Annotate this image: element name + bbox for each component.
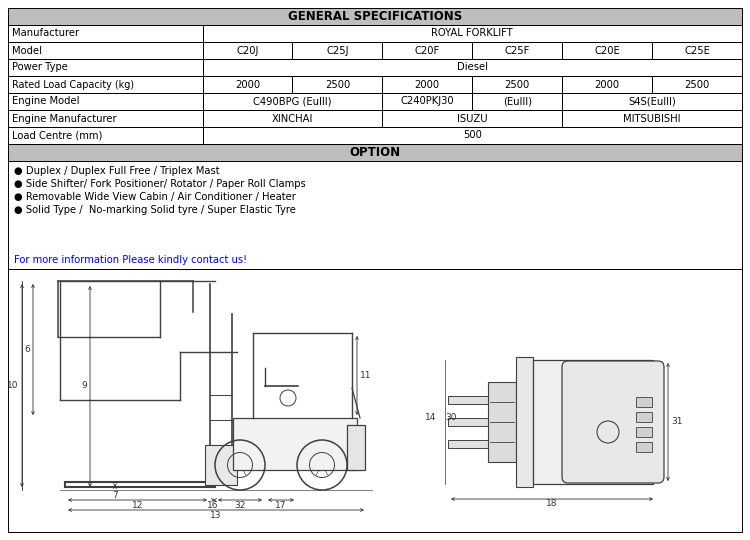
Bar — [8, 42, 202, 59]
Text: Power Type: Power Type — [12, 63, 68, 72]
Text: 16: 16 — [207, 501, 218, 510]
Bar — [347, 425, 365, 470]
Text: 18: 18 — [546, 500, 558, 509]
Text: C20J: C20J — [236, 45, 259, 56]
Text: C20F: C20F — [415, 45, 440, 56]
Text: Rated Load Capacity (kg): Rated Load Capacity (kg) — [12, 79, 134, 90]
Bar — [8, 269, 742, 532]
Bar — [202, 93, 382, 110]
Bar — [562, 76, 652, 93]
Text: C20E: C20E — [594, 45, 620, 56]
Bar — [533, 360, 653, 484]
Bar — [202, 59, 742, 76]
Bar — [202, 110, 382, 127]
Text: 9: 9 — [81, 381, 87, 390]
Text: 10: 10 — [7, 381, 18, 390]
Text: 2000: 2000 — [415, 79, 440, 90]
Bar — [8, 93, 202, 110]
Bar — [472, 76, 562, 93]
Bar — [233, 418, 357, 470]
Text: 7: 7 — [112, 490, 118, 500]
Text: 500: 500 — [463, 131, 482, 140]
Text: ● Solid Type /  No-marking Solid tyre / Super Elastic Tyre: ● Solid Type / No-marking Solid tyre / S… — [14, 205, 296, 215]
Text: For more information Please kindly contact us!: For more information Please kindly conta… — [14, 255, 248, 265]
Bar — [448, 440, 488, 448]
Bar — [202, 25, 742, 42]
Bar — [382, 42, 472, 59]
Bar — [636, 427, 652, 437]
Text: ROYAL FORKLIFT: ROYAL FORKLIFT — [431, 29, 513, 38]
Bar — [382, 93, 472, 110]
Bar — [8, 127, 202, 144]
Bar — [516, 357, 533, 487]
Bar — [382, 76, 472, 93]
Bar — [488, 382, 516, 462]
Bar — [448, 418, 488, 426]
Text: GENERAL SPECIFICATIONS: GENERAL SPECIFICATIONS — [288, 10, 462, 23]
Bar — [562, 93, 742, 110]
Text: ● Duplex / Duplex Full Free / Triplex Mast: ● Duplex / Duplex Full Free / Triplex Ma… — [14, 166, 220, 176]
Bar — [8, 161, 742, 269]
Bar — [562, 42, 652, 59]
Text: OPTION: OPTION — [350, 146, 400, 159]
Text: C490BPG (EuIII): C490BPG (EuIII) — [254, 97, 332, 106]
Text: Engine Manufacturer: Engine Manufacturer — [12, 113, 117, 124]
Text: ● Side Shifter/ Fork Positioner/ Rotator / Paper Roll Clamps: ● Side Shifter/ Fork Positioner/ Rotator… — [14, 179, 306, 189]
Bar — [562, 110, 742, 127]
Bar — [202, 127, 742, 144]
Bar — [205, 445, 237, 485]
Bar — [652, 42, 742, 59]
Text: 12: 12 — [132, 501, 143, 510]
FancyBboxPatch shape — [562, 361, 664, 483]
Text: 14: 14 — [424, 413, 436, 422]
Bar — [202, 42, 292, 59]
Bar — [636, 442, 652, 452]
Text: XINCHAI: XINCHAI — [272, 113, 313, 124]
Bar — [472, 93, 562, 110]
Bar — [8, 110, 202, 127]
Text: C25J: C25J — [326, 45, 349, 56]
Text: C240PKJ30: C240PKJ30 — [400, 97, 454, 106]
Text: C25F: C25F — [505, 45, 530, 56]
Bar — [448, 396, 488, 404]
Bar — [636, 412, 652, 422]
Text: 2500: 2500 — [325, 79, 350, 90]
Bar — [292, 42, 382, 59]
Bar — [8, 59, 202, 76]
Bar — [652, 76, 742, 93]
Text: 11: 11 — [360, 371, 371, 380]
Bar — [202, 76, 292, 93]
Text: Manufacturer: Manufacturer — [12, 29, 80, 38]
Text: MITSUBISHI: MITSUBISHI — [623, 113, 681, 124]
Bar — [382, 110, 562, 127]
Bar — [636, 397, 652, 407]
Bar — [8, 25, 202, 42]
Text: 2500: 2500 — [505, 79, 530, 90]
Text: 2000: 2000 — [235, 79, 260, 90]
Text: 30: 30 — [445, 413, 457, 422]
Bar — [292, 76, 382, 93]
Text: 32: 32 — [234, 501, 246, 510]
Text: 2000: 2000 — [595, 79, 619, 90]
Bar — [8, 8, 742, 25]
Bar — [472, 42, 562, 59]
Text: 13: 13 — [210, 510, 222, 519]
Text: Load Centre (mm): Load Centre (mm) — [12, 131, 102, 140]
Text: Model: Model — [12, 45, 42, 56]
Bar — [8, 76, 202, 93]
Text: ISUZU: ISUZU — [457, 113, 488, 124]
Text: 2500: 2500 — [685, 79, 709, 90]
Text: ● Removable Wide View Cabin / Air Conditioner / Heater: ● Removable Wide View Cabin / Air Condit… — [14, 192, 296, 202]
Text: 17: 17 — [275, 501, 286, 510]
Text: 6: 6 — [24, 345, 30, 354]
Text: C25E: C25E — [684, 45, 710, 56]
Text: S4S(EuIII): S4S(EuIII) — [628, 97, 676, 106]
Text: Diesel: Diesel — [457, 63, 488, 72]
Text: 31: 31 — [671, 417, 682, 427]
Bar — [8, 144, 742, 161]
Text: (EuIII): (EuIII) — [503, 97, 532, 106]
Text: Engine Model: Engine Model — [12, 97, 80, 106]
